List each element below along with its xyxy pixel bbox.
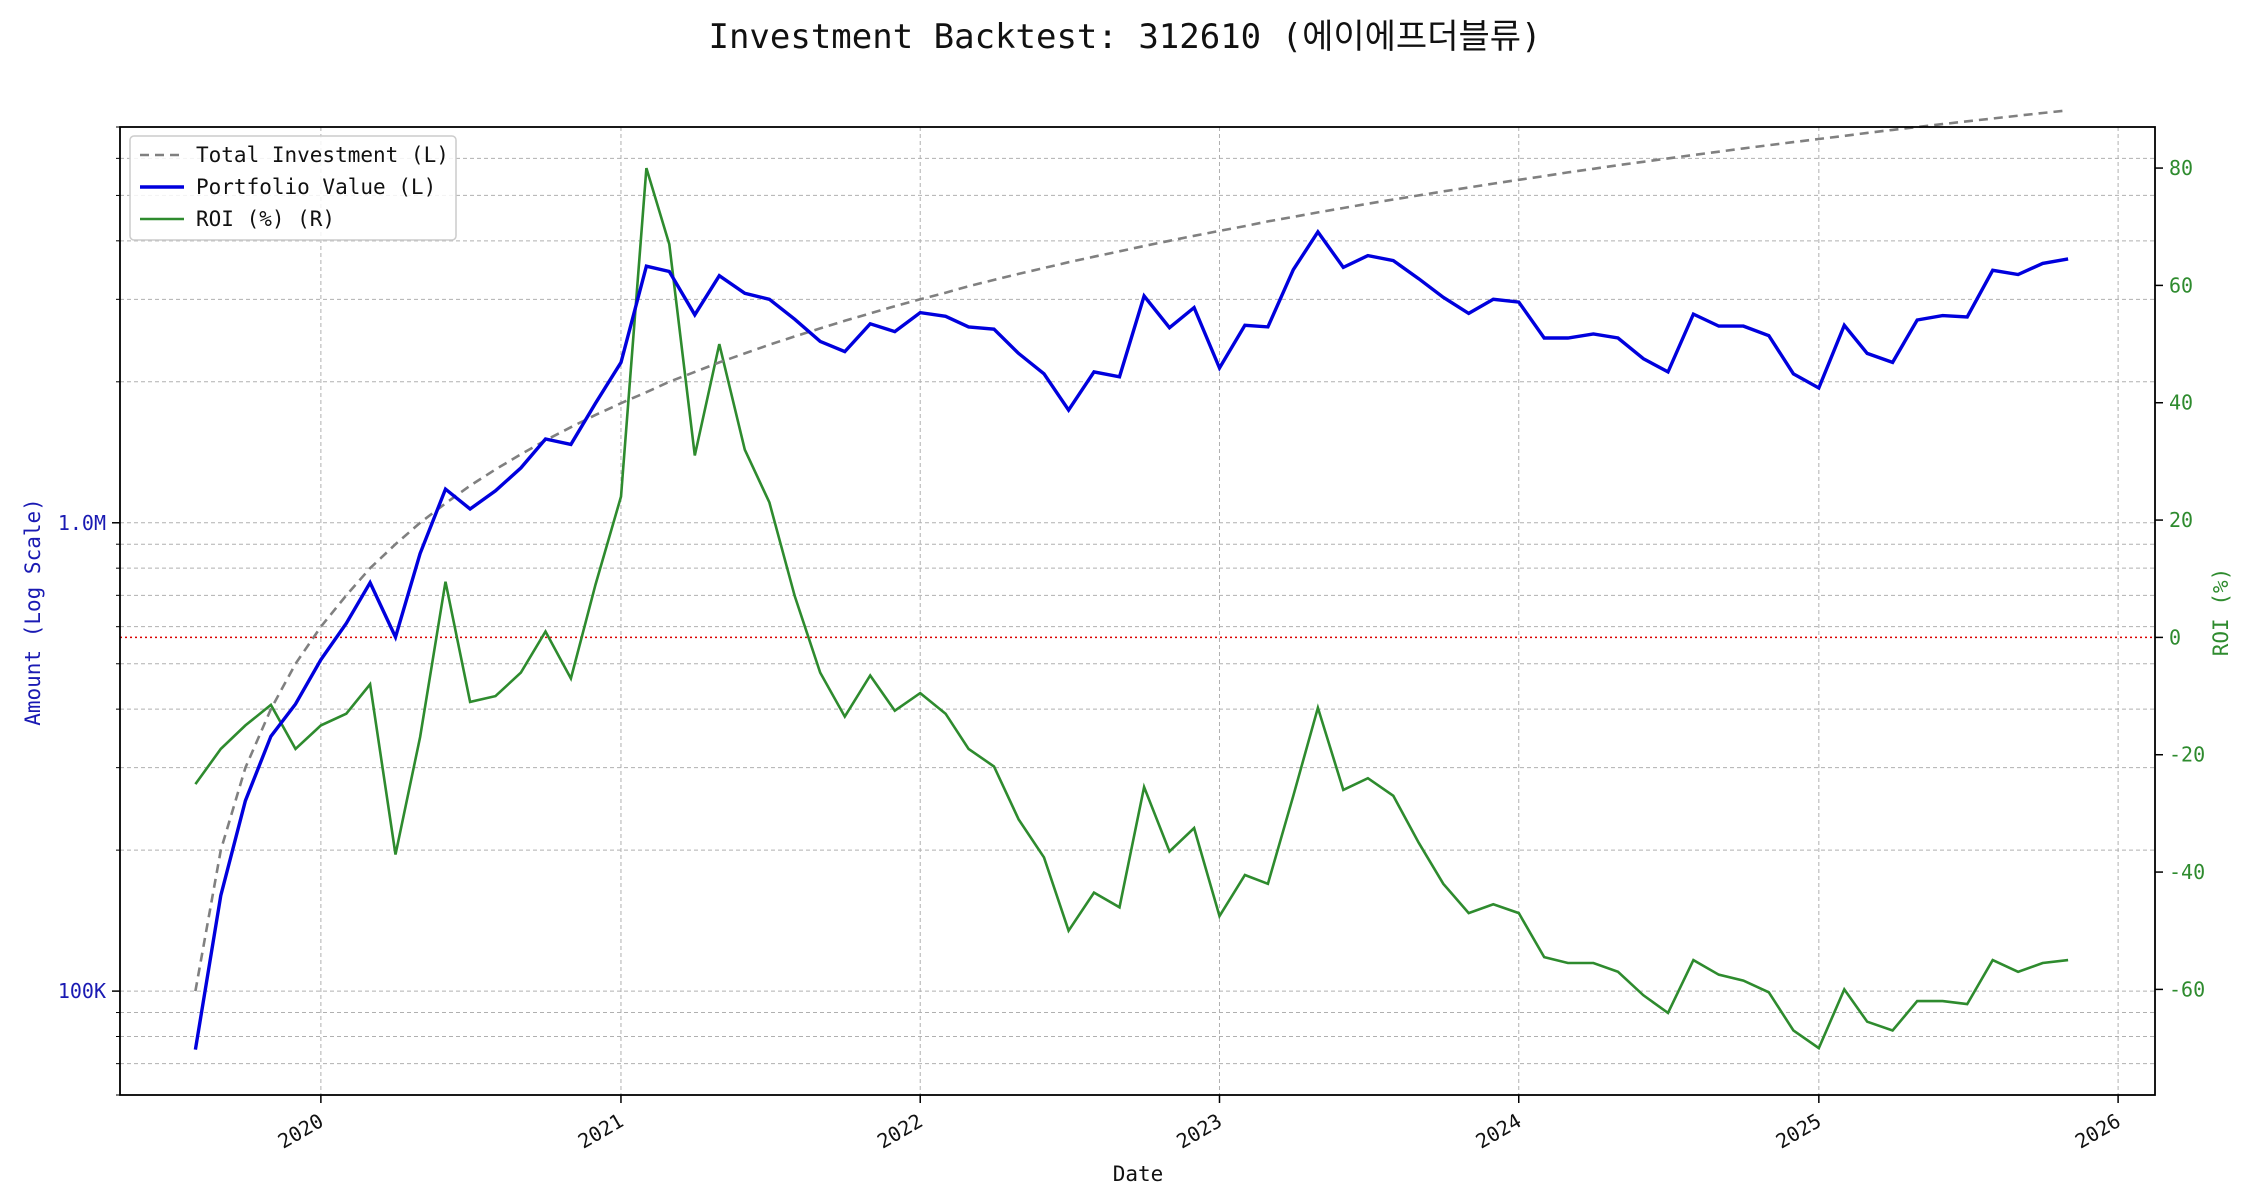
y-right-tick-label: 0 bbox=[2169, 625, 2181, 649]
series-layer bbox=[193, 109, 2069, 1051]
legend: Total Investment (L) Portfolio Value (L)… bbox=[129, 135, 457, 241]
y-right-tick-label: 60 bbox=[2169, 273, 2193, 297]
roi-line bbox=[194, 167, 2069, 1051]
y-right-tick-label: -60 bbox=[2169, 977, 2205, 1001]
legend-box bbox=[129, 135, 457, 241]
legend-label-total-investment: Total Investment (L) bbox=[196, 143, 449, 167]
y-left-tick-label: 100K bbox=[58, 979, 106, 1003]
total-investment-line bbox=[194, 109, 2069, 992]
y-right-tick-label: 40 bbox=[2169, 391, 2193, 415]
y-left-tick-label: 1.0M bbox=[58, 511, 106, 535]
y-right-tick-label: 20 bbox=[2169, 508, 2193, 532]
y-axis-left-label: Amount (Log Scale) bbox=[21, 498, 45, 726]
plot-area-frame bbox=[119, 126, 2156, 1096]
y-axis-left: 100K 1.0M bbox=[58, 126, 120, 1096]
portfolio-value-line bbox=[193, 228, 2069, 1050]
y-axis-right-label: ROI (%) bbox=[2209, 568, 2233, 657]
y-right-tick-label: -20 bbox=[2169, 743, 2205, 767]
y-axis-right: -60 -40 -20 0 20 40 60 80 bbox=[2155, 156, 2205, 1001]
legend-label-roi: ROI (%) (R) bbox=[196, 207, 335, 231]
y-right-tick-label: 80 bbox=[2169, 156, 2193, 180]
legend-label-portfolio-value: Portfolio Value (L) bbox=[196, 175, 436, 199]
x-axis-label: Date bbox=[1113, 1162, 1164, 1186]
y-right-tick-label: -40 bbox=[2169, 860, 2205, 884]
chart-title: Investment Backtest: 312610 (에이에프더블류) bbox=[708, 17, 1541, 57]
